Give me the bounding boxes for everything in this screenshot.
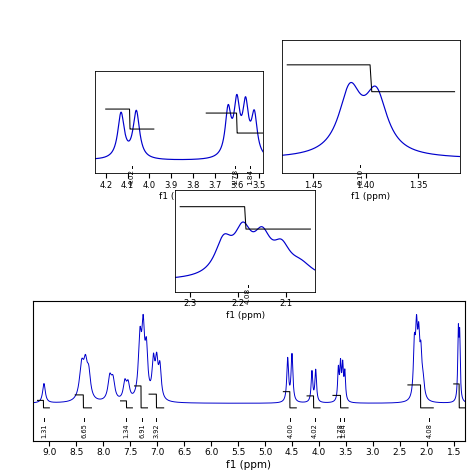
Text: 3.92: 3.92	[153, 423, 159, 438]
Text: 6.91: 6.91	[139, 423, 145, 438]
Text: 4.08: 4.08	[245, 288, 251, 304]
Text: 6.10: 6.10	[357, 168, 364, 184]
X-axis label: f1 (ppm): f1 (ppm)	[226, 311, 265, 320]
Text: 1.78: 1.78	[337, 423, 343, 438]
Text: 1.78: 1.78	[232, 169, 237, 185]
X-axis label: f1 (ppm): f1 (ppm)	[159, 192, 199, 201]
X-axis label: f1 (ppm): f1 (ppm)	[351, 192, 391, 201]
Text: 6.65: 6.65	[82, 423, 87, 438]
Text: 4.02: 4.02	[311, 423, 318, 438]
Text: 4.02: 4.02	[129, 169, 135, 185]
Text: 1.34: 1.34	[123, 423, 129, 438]
Text: 4.08: 4.08	[427, 423, 432, 438]
Text: 1.31: 1.31	[41, 423, 47, 438]
Text: 4.00: 4.00	[287, 423, 293, 438]
Text: 1.84: 1.84	[247, 169, 253, 185]
X-axis label: f1 (ppm): f1 (ppm)	[227, 460, 271, 470]
Text: 1.84: 1.84	[341, 423, 347, 438]
